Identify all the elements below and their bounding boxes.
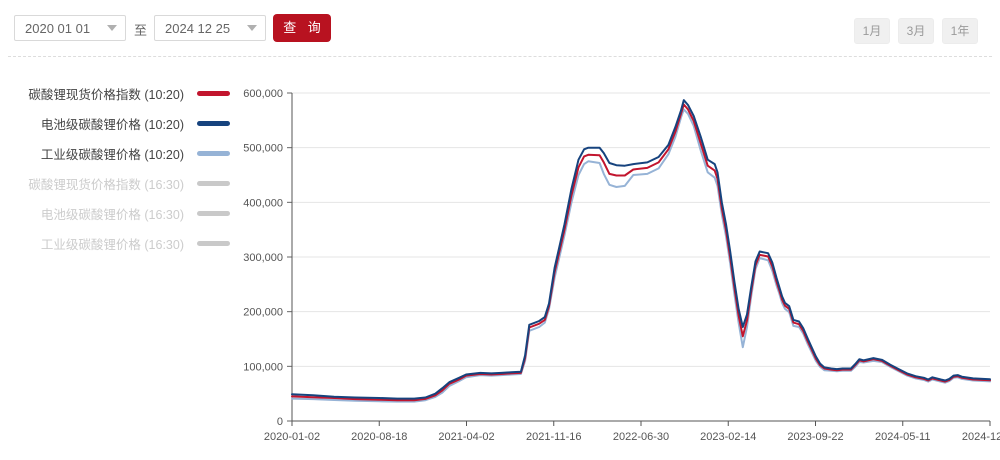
chart-legend: 碳酸锂现货价格指数 (10:20) 电池级碳酸锂价格 (10:20) 工业级碳酸… [0, 78, 236, 258]
legend-item-industrial-1630[interactable]: 工业级碳酸锂价格 (16:30) [0, 228, 236, 258]
quick-range-group: 1月 3月 1年 [854, 18, 978, 44]
legend-item-battery-1020[interactable]: 电池级碳酸锂价格 (10:20) [0, 108, 236, 138]
legend-label: 碳酸锂现货价格指数 (16:30) [28, 177, 184, 192]
svg-text:2022-06-30: 2022-06-30 [613, 431, 669, 443]
legend-label: 工业级碳酸锂价格 (10:20) [40, 147, 184, 162]
svg-text:2024-12-20: 2024-12-20 [962, 431, 1000, 443]
range-button-1y[interactable]: 1年 [942, 18, 978, 44]
legend-swatch [197, 240, 230, 246]
svg-text:2020-08-18: 2020-08-18 [351, 431, 407, 443]
svg-text:2021-11-16: 2021-11-16 [526, 431, 581, 443]
legend-item-battery-1630[interactable]: 电池级碳酸锂价格 (16:30) [0, 198, 236, 228]
range-button-3m[interactable]: 3月 [898, 18, 934, 44]
chevron-down-icon [247, 25, 257, 31]
dashed-divider [8, 56, 992, 57]
start-date-value: 2020 01 01 [25, 20, 91, 36]
svg-text:300,000: 300,000 [243, 252, 283, 264]
svg-text:200,000: 200,000 [243, 307, 283, 319]
legend-swatch [197, 180, 230, 186]
range-button-1m[interactable]: 1月 [854, 18, 890, 44]
legend-item-index-1020[interactable]: 碳酸锂现货价格指数 (10:20) [0, 78, 236, 108]
legend-label: 电池级碳酸锂价格 (10:20) [40, 117, 184, 132]
svg-text:2023-09-22: 2023-09-22 [787, 431, 843, 443]
date-range-to-label: 至 [134, 23, 148, 38]
chevron-down-icon [107, 25, 117, 31]
legend-label: 工业级碳酸锂价格 (16:30) [40, 237, 184, 252]
svg-text:2024-05-11: 2024-05-11 [875, 431, 930, 443]
legend-label: 电池级碳酸锂价格 (16:30) [40, 207, 184, 222]
query-button[interactable]: 查 询 [273, 14, 331, 42]
legend-swatch [197, 120, 230, 126]
svg-text:2020-01-02: 2020-01-02 [264, 431, 320, 443]
svg-text:400,000: 400,000 [243, 197, 283, 209]
legend-swatch [197, 210, 230, 216]
svg-text:500,000: 500,000 [243, 143, 283, 155]
legend-label: 碳酸锂现货价格指数 (10:20) [28, 87, 184, 102]
end-date-input[interactable]: 2024 12 25 [154, 15, 266, 41]
svg-text:2021-04-02: 2021-04-02 [438, 431, 494, 443]
svg-text:2023-02-14: 2023-02-14 [700, 431, 756, 443]
start-date-input[interactable]: 2020 01 01 [14, 15, 126, 41]
legend-swatch [197, 150, 230, 156]
legend-swatch [197, 90, 230, 96]
end-date-value: 2024 12 25 [165, 20, 231, 36]
toolbar: 2020 01 01 至 2024 12 25 查 询 1月 3月 1年 [0, 0, 1000, 56]
svg-text:0: 0 [277, 416, 283, 428]
legend-item-industrial-1020[interactable]: 工业级碳酸锂价格 (10:20) [0, 138, 236, 168]
svg-text:100,000: 100,000 [243, 361, 283, 373]
svg-text:600,000: 600,000 [243, 88, 283, 100]
legend-item-index-1630[interactable]: 碳酸锂现货价格指数 (16:30) [0, 168, 236, 198]
